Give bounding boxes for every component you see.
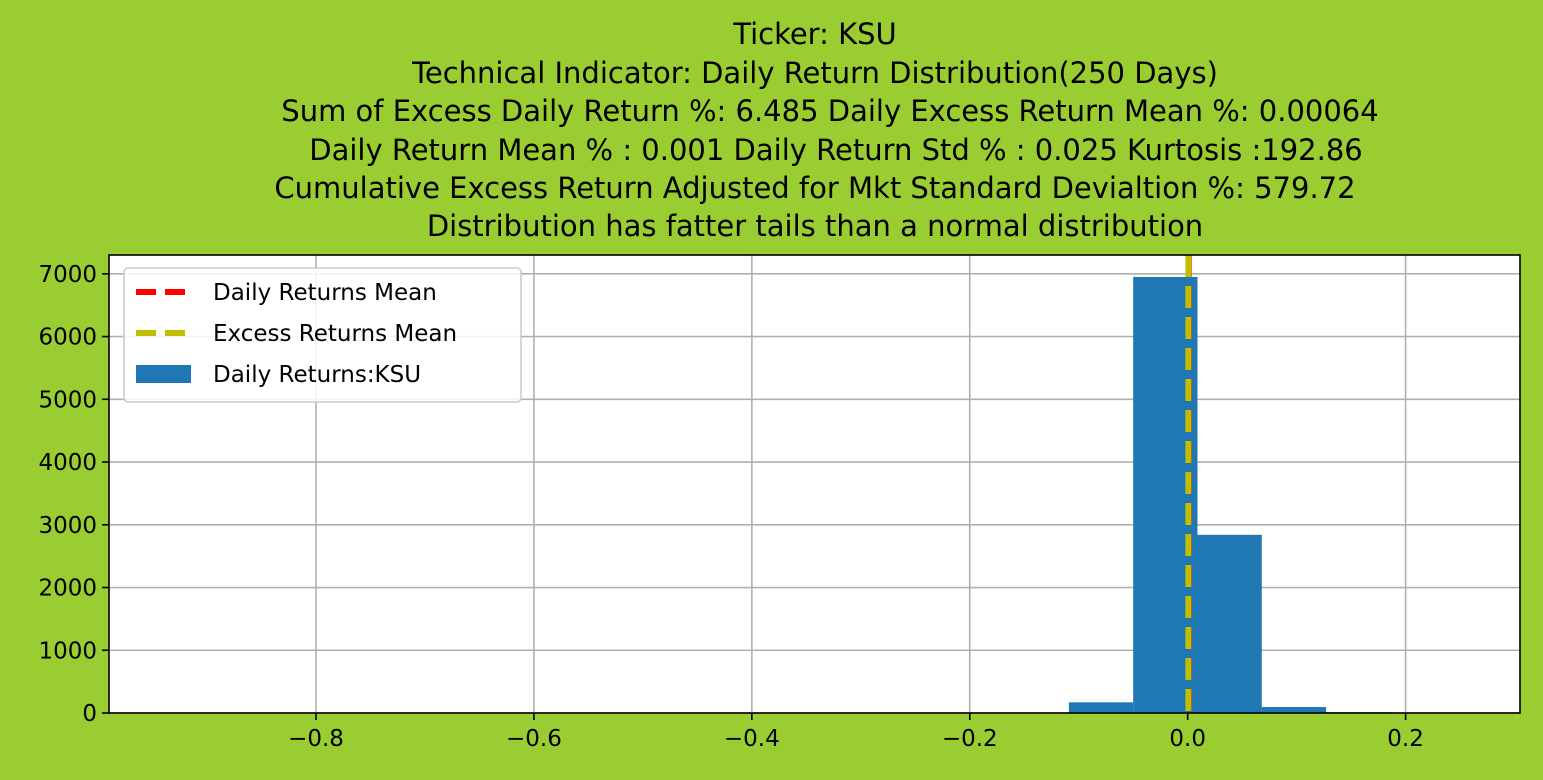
legend-label: Daily Returns:KSU	[213, 362, 421, 388]
plot-frame	[108, 254, 1521, 714]
title-line: Technical Indicator: Daily Return Distri…	[411, 56, 1218, 90]
y-tick-label: 0	[82, 701, 97, 727]
x-tick-label: 0.0	[1169, 726, 1206, 752]
histogram-bar	[1197, 534, 1262, 713]
y-tick-label: 3000	[38, 513, 97, 539]
x-tick-label: −0.2	[942, 726, 998, 752]
title-line: Sum of Excess Daily Return %: 6.485 Dail…	[281, 94, 1378, 128]
histogram-bar	[1261, 707, 1327, 713]
title-line: Cumulative Excess Return Adjusted for Mk…	[274, 171, 1355, 205]
y-axis: 0 1000 2000 3000 4000 5000 6000 7000	[38, 262, 109, 727]
x-tick-label: −0.4	[724, 726, 780, 752]
legend: Daily Returns Mean Excess Returns Mean Dai…	[123, 267, 522, 403]
legend-label: Excess Returns Mean	[213, 321, 457, 347]
y-tick-label: 6000	[38, 325, 97, 351]
histogram-bar	[1068, 702, 1134, 713]
x-tick-label: 0.2	[1387, 726, 1424, 752]
chart-title: Ticker: KSU Technical Indicator: Daily Re…	[274, 17, 1378, 243]
x-axis: −0.8 −0.6 −0.4 −0.2 0.0 0.2	[288, 713, 1424, 752]
title-line: Daily Return Mean % : 0.001 Daily Return…	[309, 133, 1362, 167]
y-tick-label: 5000	[38, 387, 97, 413]
y-tick-label: 4000	[38, 450, 97, 476]
y-tick-label: 2000	[38, 576, 97, 602]
legend-box	[123, 267, 522, 403]
legend-label: Daily Returns Mean	[213, 280, 437, 306]
title-line: Ticker: KSU	[732, 17, 896, 51]
x-tick-label: −0.6	[506, 726, 562, 752]
y-tick-label: 7000	[38, 262, 97, 288]
y-tick-label: 1000	[38, 638, 97, 664]
title-line: Distribution has fatter tails than a nor…	[427, 209, 1203, 243]
x-tick-label: −0.8	[288, 726, 344, 752]
legend-swatch	[136, 365, 191, 383]
